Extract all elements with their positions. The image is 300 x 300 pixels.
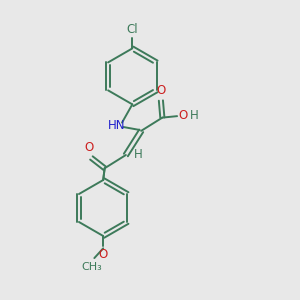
Text: HN: HN <box>108 119 126 132</box>
Text: O: O <box>156 84 166 97</box>
Text: CH₃: CH₃ <box>82 262 102 272</box>
Text: O: O <box>99 248 108 261</box>
Text: Cl: Cl <box>127 23 138 36</box>
Text: O: O <box>84 141 94 154</box>
Text: H: H <box>190 109 199 122</box>
Text: H: H <box>134 148 143 161</box>
Text: O: O <box>179 109 188 122</box>
